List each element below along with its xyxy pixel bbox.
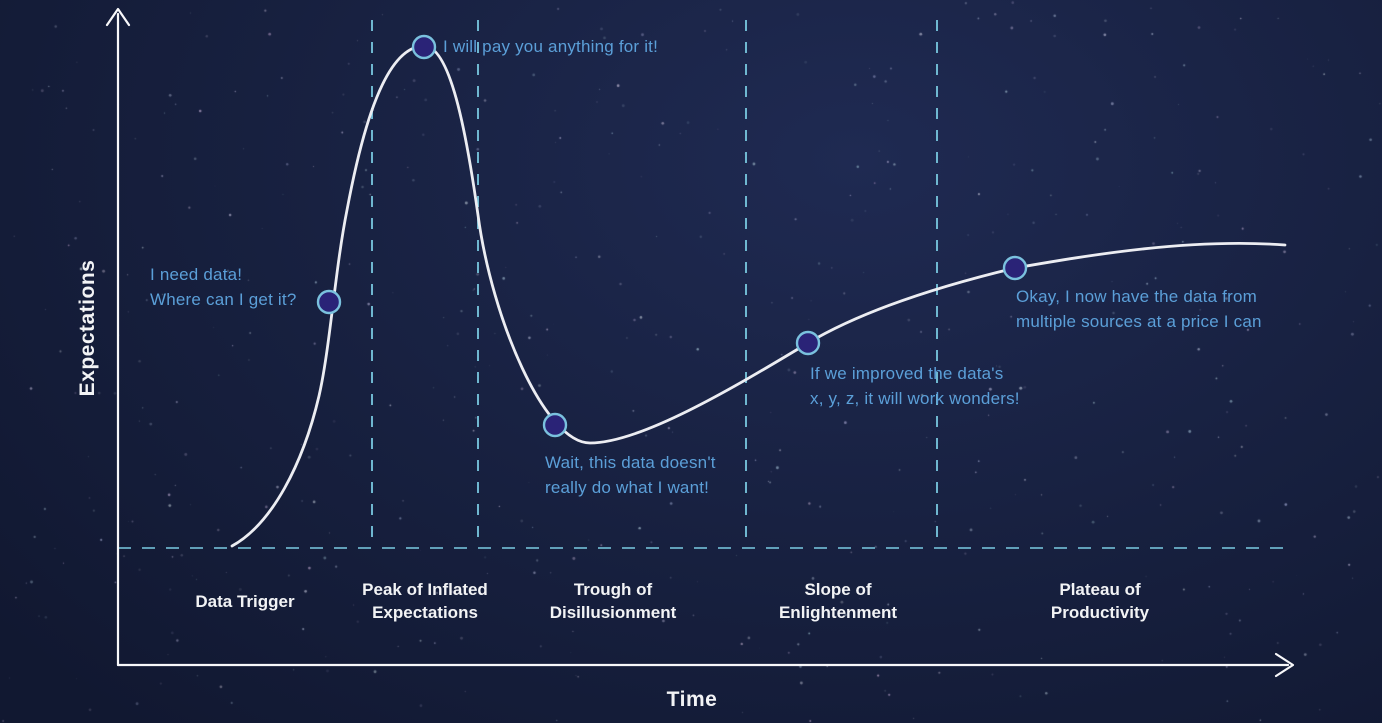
- annotation-line: I will pay you anything for it!: [443, 37, 659, 56]
- curve-marker-data-trigger: [316, 289, 342, 315]
- curve-marker-plateau: [1002, 255, 1028, 281]
- phase-label-line: Peak of Inflated: [362, 580, 488, 599]
- annotation-line: Where can I get it?: [150, 290, 297, 309]
- annotation-line: multiple sources at a price I can: [1016, 312, 1262, 331]
- annotation-line: really do what I want!: [545, 478, 710, 497]
- phase-label-line: Enlightenment: [778, 603, 898, 622]
- annotation-line: If we improved the data's: [810, 364, 1004, 383]
- phase-label-data-trigger: Data Trigger: [125, 577, 365, 625]
- phase-label-slope: Slope of Enlightenment: [718, 577, 958, 625]
- curve-marker-slope: [795, 330, 821, 356]
- x-axis-label: Time: [666, 688, 718, 711]
- phase-label-trough: Trough of Disillusionment: [493, 577, 733, 625]
- y-axis-arrowhead: [105, 7, 131, 27]
- annotation-trough: Wait, this data doesn't really do what I…: [545, 450, 716, 500]
- y-axis-label: Expectations: [76, 259, 99, 397]
- annotation-plateau: Okay, I now have the data from multiple …: [1016, 284, 1262, 334]
- phase-label-line: Slope of: [804, 580, 872, 599]
- annotation-line: x, y, z, it will work wonders!: [810, 389, 1020, 408]
- phase-label-plateau: Plateau of Productivity: [980, 577, 1220, 625]
- phase-label-line: Data Trigger: [195, 591, 295, 611]
- hype-curve: [230, 44, 1287, 548]
- curve-marker-trough: [542, 412, 568, 438]
- phase-label-line: Plateau of: [1059, 580, 1141, 599]
- phase-label-peak: Peak of Inflated Expectations: [305, 577, 545, 625]
- annotation-slope: If we improved the data's x, y, z, it wi…: [810, 361, 1020, 411]
- annotation-line: Okay, I now have the data from: [1016, 287, 1257, 306]
- phase-label-line: Expectations: [372, 603, 478, 622]
- curve-marker-peak: [411, 34, 437, 60]
- annotation-data-trigger: I need data! Where can I get it?: [150, 262, 296, 312]
- annotation-peak: I will pay you anything for it!: [443, 34, 658, 59]
- phase-label-line: Disillusionment: [549, 603, 677, 622]
- phase-label-line: Trough of: [573, 580, 653, 599]
- annotation-line: I need data!: [150, 265, 243, 284]
- x-axis-arrowhead: [1274, 652, 1295, 678]
- annotation-line: Wait, this data doesn't: [545, 453, 716, 472]
- phase-label-line: Productivity: [1050, 603, 1150, 622]
